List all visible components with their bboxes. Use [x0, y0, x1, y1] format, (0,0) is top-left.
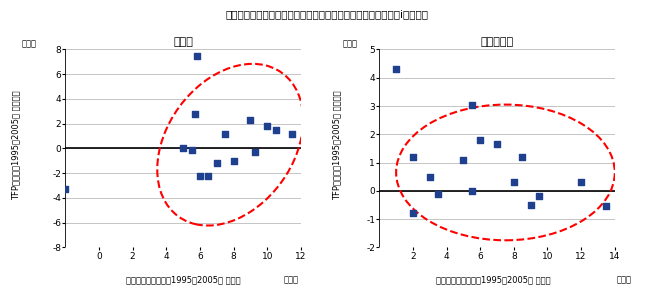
Text: 情報資本の伸び率（1995～2005年 平均）: 情報資本の伸び率（1995～2005年 平均）: [126, 275, 241, 284]
Point: [509, 180, 519, 185]
Point: [525, 203, 536, 207]
Point: [270, 127, 281, 132]
Title: 製造業: 製造業: [173, 37, 193, 47]
Point: [424, 174, 435, 179]
Point: [407, 155, 418, 159]
Point: [245, 118, 256, 122]
Point: [178, 146, 188, 151]
Point: [534, 194, 544, 199]
Point: [601, 204, 611, 209]
Point: [203, 173, 214, 178]
Point: [192, 53, 202, 58]
Point: [517, 155, 528, 159]
Point: [407, 211, 418, 216]
Point: [262, 124, 273, 129]
Point: [60, 187, 71, 191]
Text: （％）: （％）: [284, 275, 298, 284]
Title: サービス業: サービス業: [481, 37, 513, 47]
Point: [287, 131, 298, 136]
Text: （％）: （％）: [22, 39, 37, 48]
Point: [211, 161, 222, 166]
Text: TFP成長率（1995～2005年 年平均）: TFP成長率（1995～2005年 年平均）: [12, 91, 21, 200]
Text: 情報資本の伸び率（1995～2005年 平均）: 情報資本の伸び率（1995～2005年 平均）: [436, 275, 551, 284]
Point: [250, 150, 261, 155]
Point: [190, 111, 200, 116]
Text: TFP成長率（1995～2005年 年平均）: TFP成長率（1995～2005年 年平均）: [332, 91, 341, 200]
Point: [195, 173, 205, 178]
Text: （％）: （％）: [343, 39, 357, 48]
Text: （％）: （％）: [617, 275, 632, 284]
Point: [220, 131, 230, 136]
Point: [492, 142, 502, 146]
Point: [466, 102, 477, 107]
Point: [391, 67, 402, 72]
Point: [433, 191, 443, 196]
Point: [475, 138, 485, 142]
Point: [576, 180, 587, 185]
Point: [186, 147, 197, 152]
Point: [458, 157, 469, 162]
Point: [466, 189, 477, 193]
Point: [228, 158, 239, 163]
Text: サービス業では情報化投賄の伸びが低く、それが生産性の停滚iにも波及: サービス業では情報化投賄の伸びが低く、それが生産性の停滚iにも波及: [226, 9, 428, 19]
